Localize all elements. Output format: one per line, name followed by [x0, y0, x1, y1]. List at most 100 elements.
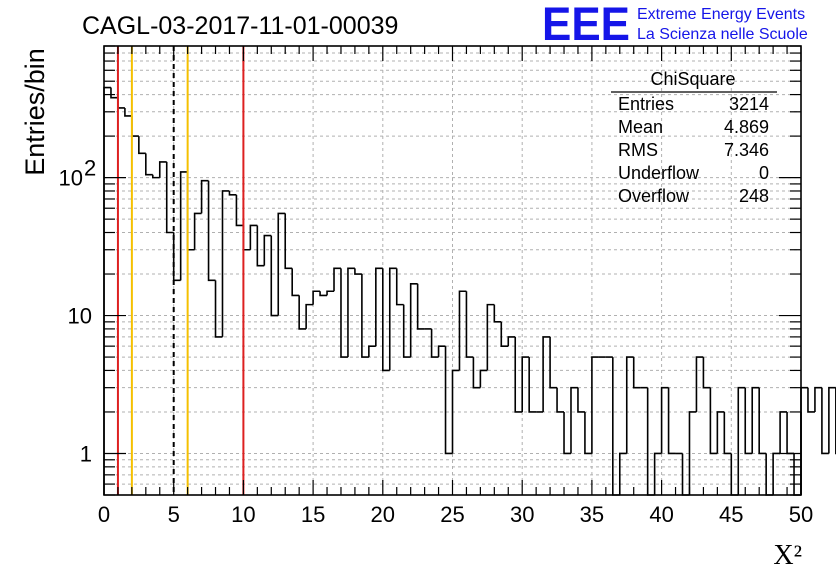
histogram-bin — [521, 356, 530, 412]
histogram-bin — [158, 161, 167, 178]
histogram-bin — [207, 180, 216, 282]
stats-value-entries: 3214 — [729, 94, 769, 114]
stats-label-entries: Entries — [618, 94, 674, 114]
x-tick-label: 25 — [440, 502, 464, 527]
histogram-bin — [493, 304, 502, 323]
histogram-bin — [660, 386, 669, 454]
histogram-bin — [744, 387, 753, 455]
histogram-bin — [549, 336, 558, 389]
histogram-bin — [151, 174, 160, 179]
histogram-bin — [291, 268, 300, 297]
histogram-bin — [828, 386, 836, 454]
histogram-bin — [591, 356, 599, 454]
logo-line2: La Scienza nelle Scuole — [637, 26, 808, 43]
x-axis-label: X² — [773, 540, 802, 571]
histogram-bin — [556, 387, 565, 413]
histogram-bin — [124, 107, 132, 117]
histogram-bin — [305, 303, 314, 329]
histogram-bin — [514, 336, 523, 413]
histogram-bin — [458, 290, 467, 371]
stats-value-rms: 7.346 — [724, 140, 769, 160]
histogram-bin — [340, 268, 348, 358]
histogram-bin — [479, 369, 488, 388]
histogram-bin — [667, 387, 676, 455]
stats-box: ChiSquare Entries 3214 Mean 4.869 RMS 7.… — [611, 69, 777, 206]
histogram-bin — [145, 153, 153, 176]
y-tick-label: 10 — [59, 166, 83, 191]
histogram-bin — [716, 411, 725, 454]
histogram-bin — [688, 411, 697, 495]
x-tick-label: 45 — [719, 502, 743, 527]
x-tick-label: 35 — [580, 502, 604, 527]
x-tick-label: 15 — [301, 502, 325, 527]
histogram-bin — [584, 411, 592, 455]
histogram-bin — [263, 234, 272, 266]
histogram-bin — [402, 304, 411, 358]
reference-lines — [116, 46, 245, 495]
histogram-bin — [312, 290, 321, 305]
histogram-bin — [361, 274, 369, 358]
histogram-bin — [298, 295, 307, 330]
histogram-bin — [709, 387, 718, 455]
x-tick-label: 0 — [98, 502, 110, 527]
x-tick-label: 5 — [168, 502, 180, 527]
histogram-bin — [444, 346, 453, 455]
histogram-bin — [228, 190, 237, 196]
histogram-bin — [695, 356, 704, 412]
histogram-bin — [326, 290, 335, 296]
histogram-bin — [235, 194, 244, 227]
histogram-bin — [256, 225, 265, 267]
histogram-bin — [270, 235, 279, 317]
histogram-bin — [200, 179, 209, 214]
histogram-bin — [368, 345, 376, 358]
chart-title: CAGL-03-2017-11-01-00039 — [82, 12, 398, 40]
stats-label-mean: Mean — [618, 117, 663, 137]
stats-label-overflow: Overflow — [618, 186, 690, 206]
histogram-bin — [375, 267, 383, 347]
histogram-bin — [570, 386, 578, 454]
histogram-bin — [577, 387, 585, 413]
stats-title: ChiSquare — [650, 69, 735, 89]
histogram-bin — [563, 411, 571, 455]
histogram-bin — [625, 356, 634, 454]
histogram-bin — [472, 357, 481, 389]
logo-line1: Extreme Energy Events — [637, 6, 805, 23]
histogram-bin — [354, 268, 362, 275]
histogram-bin — [333, 267, 341, 292]
histogram-bin — [430, 328, 439, 358]
histogram-bin — [632, 357, 641, 389]
histogram-bin — [618, 452, 627, 495]
histogram-bin — [284, 213, 293, 270]
x-tick-label: 20 — [371, 502, 395, 527]
histogram-bin — [395, 268, 404, 306]
histogram-bin — [653, 452, 662, 495]
histogram-bin — [138, 136, 146, 155]
histogram-bin — [221, 190, 230, 337]
histogram-bin — [507, 336, 516, 347]
x-tick-label: 50 — [789, 502, 813, 527]
plot-frame — [103, 45, 802, 496]
histogram-bin — [737, 386, 746, 495]
histogram-bin — [528, 357, 537, 413]
stats-value-underflow: 0 — [759, 163, 769, 183]
histogram-bin — [214, 280, 223, 338]
logo-mark: EEE — [542, 0, 630, 50]
histogram-bin — [814, 386, 822, 412]
histogram-bin — [723, 411, 732, 455]
histogram-bin — [193, 212, 202, 250]
histogram-bin — [772, 452, 781, 495]
histogram-bin — [277, 212, 286, 316]
histogram-bin — [437, 345, 446, 358]
y-tick-label: 10 — [68, 304, 92, 329]
histogram-bin — [779, 411, 788, 454]
histogram-bin — [416, 283, 425, 330]
histogram-bin — [702, 357, 711, 389]
histogram-bin — [807, 387, 815, 413]
histogram-bin — [179, 171, 188, 281]
stats-value-overflow: 248 — [739, 186, 769, 206]
histogram-bin — [382, 268, 390, 372]
x-tick-label: 30 — [510, 502, 534, 527]
histogram-bin — [451, 369, 460, 454]
